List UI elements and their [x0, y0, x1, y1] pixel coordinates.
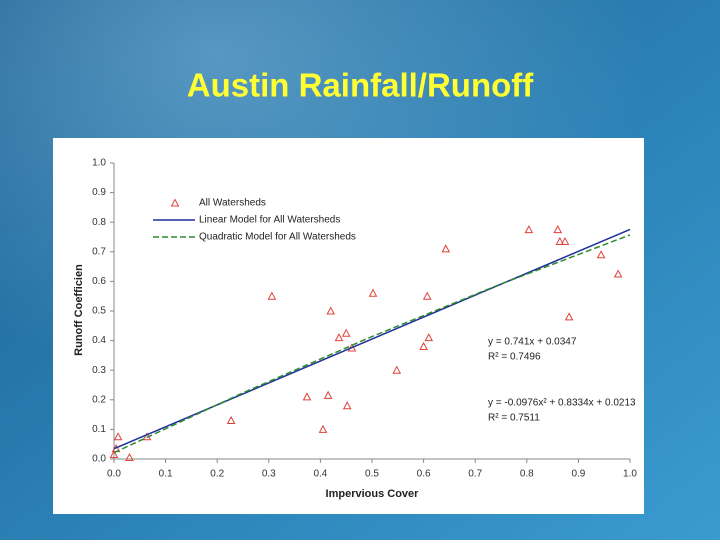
data-point — [560, 236, 570, 245]
data-point — [302, 392, 312, 401]
x-tick-label: 0.6 — [417, 469, 431, 480]
x-tick-label: 0.2 — [210, 469, 224, 480]
annotation: y = -0.0976x² + 0.8334x + 0.0213 — [488, 398, 636, 409]
data-point — [342, 401, 352, 410]
x-tick-label: 0.8 — [520, 469, 534, 480]
x-tick-label: 0.0 — [107, 469, 121, 480]
y-tick-label: 0.7 — [92, 246, 106, 257]
chart-panel — [53, 138, 644, 514]
y-tick-label: 0.3 — [92, 365, 106, 376]
data-point — [441, 244, 451, 253]
data-point — [226, 415, 236, 425]
y-tick-label: 0.1 — [92, 424, 106, 435]
x-tick-label: 0.3 — [262, 469, 276, 480]
slide-title: Austin Rainfall/Runoff — [187, 67, 534, 104]
y-tick-label: 0.6 — [92, 276, 106, 287]
data-point — [267, 291, 277, 300]
legend-label: Quadratic Model for All Watersheds — [199, 232, 356, 243]
data-point — [553, 225, 563, 234]
data-point — [113, 432, 123, 441]
data-point — [341, 328, 351, 337]
y-axis-label: Runoff Coefficien — [73, 264, 85, 356]
data-point — [422, 291, 432, 300]
x-tick-label: 0.1 — [159, 469, 173, 480]
y-tick-label: 0.5 — [92, 306, 106, 317]
legend-label: Linear Model for All Watersheds — [199, 215, 340, 226]
data-point — [334, 333, 344, 342]
data-point — [326, 306, 336, 315]
y-tick-label: 1.0 — [92, 158, 106, 169]
data-point — [555, 236, 565, 245]
annotation: R² = 0.7511 — [488, 413, 540, 424]
data-point — [596, 250, 606, 259]
data-point — [368, 288, 378, 297]
data-point — [419, 341, 428, 351]
x-tick-label: 0.5 — [365, 469, 379, 480]
legend-marker — [170, 198, 180, 207]
data-point — [564, 312, 574, 321]
y-tick-label: 0.8 — [92, 217, 106, 228]
y-tick-label: 0.2 — [92, 394, 106, 405]
y-tick-label: 0.9 — [92, 187, 106, 198]
legend-label: All Watersheds — [199, 198, 266, 209]
data-point — [613, 269, 623, 278]
data-point — [323, 390, 333, 399]
x-tick-label: 0.7 — [468, 469, 482, 480]
annotation: R² = 0.7496 — [488, 352, 541, 363]
x-axis-label: Impervious Cover — [326, 488, 420, 500]
data-point — [109, 450, 119, 459]
data-point — [524, 225, 534, 234]
annotation: y = 0.741x + 0.0347 — [488, 337, 577, 348]
data-point — [318, 424, 328, 433]
data-point — [424, 333, 434, 342]
data-point — [125, 452, 134, 462]
x-tick-label: 0.9 — [571, 469, 585, 480]
data-point — [392, 365, 402, 374]
x-tick-label: 1.0 — [623, 469, 637, 480]
trend-line — [113, 234, 631, 454]
y-tick-label: 0.0 — [92, 454, 106, 465]
y-tick-label: 0.4 — [92, 335, 106, 346]
x-tick-label: 0.4 — [313, 469, 327, 480]
